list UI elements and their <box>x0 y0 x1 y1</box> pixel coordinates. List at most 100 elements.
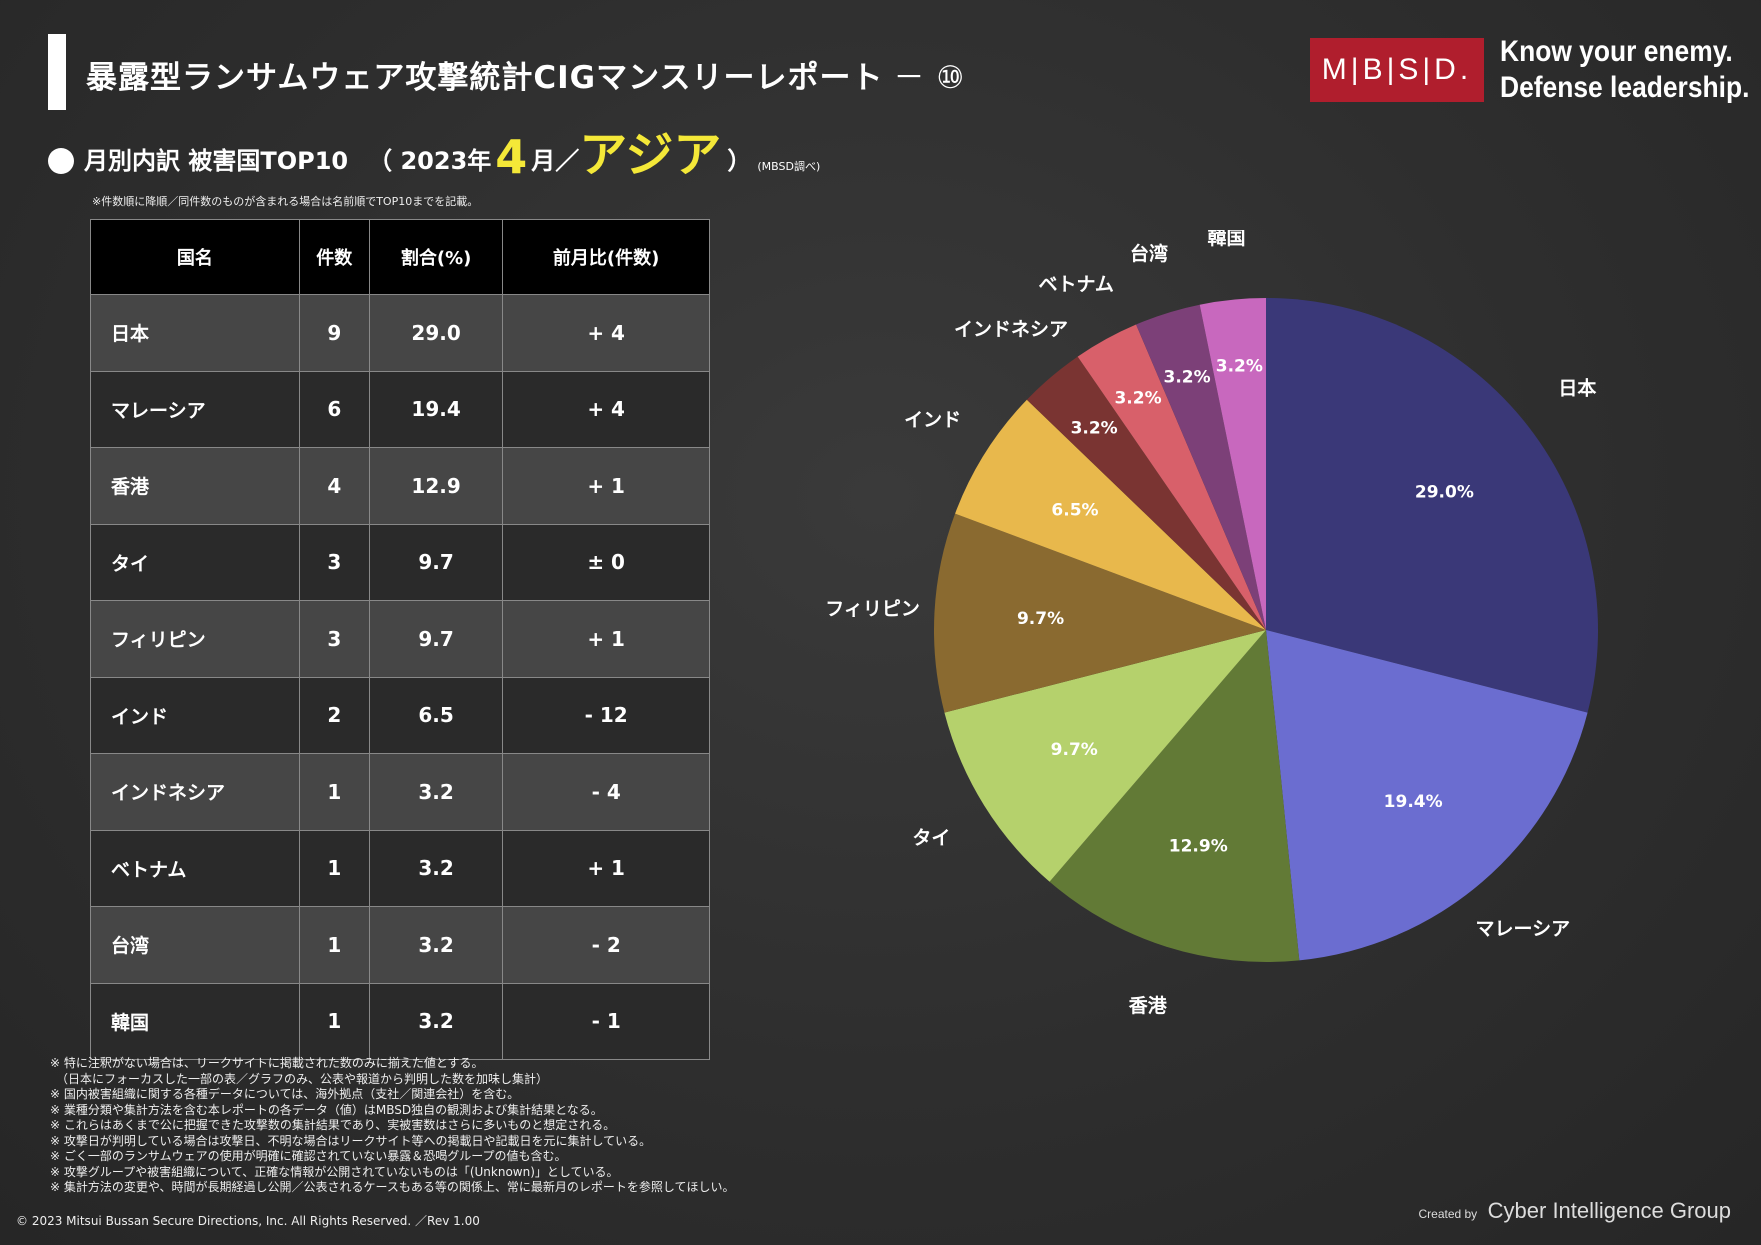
group-name: Cyber Intelligence Group <box>1487 1198 1731 1223</box>
data-label: 3.2% <box>1114 388 1161 408</box>
data-label: 19.4% <box>1384 792 1443 812</box>
footnote-line: ※ 攻撃日が判明している場合は攻撃日、不明な場合はリークサイト等への掲載日や記載… <box>50 1133 652 1148</box>
cell-ratio: 9.7 <box>368 600 504 678</box>
category-label: 台湾 <box>1130 242 1168 265</box>
cell-country: タイ <box>90 523 300 601</box>
footnote-line: ※ ごく一部のランサムウェアの使用が明確に確認されていない暴露＆恐喝グループの値… <box>50 1149 567 1163</box>
footnote-line: ※ 集計方法の変更や、時間が長期経過し公開／公表されるケースもある等の関係上、常… <box>50 1180 735 1194</box>
pie-slice <box>955 399 1266 630</box>
pie-slice <box>944 630 1266 882</box>
category-label: マレーシア <box>1476 918 1571 940</box>
pie-slice <box>1026 356 1266 630</box>
cell-mom: + 1 <box>502 600 710 678</box>
copyright: © 2023 Mitsui Bussan Secure Directions, … <box>16 1214 480 1228</box>
mbsd-logo: M|B|S|D. <box>1310 38 1484 102</box>
title-accent-bar <box>48 34 66 110</box>
subtitle-region: アジア <box>579 127 722 183</box>
cell-count: 3 <box>298 600 370 678</box>
cell-mom: - 1 <box>502 982 710 1060</box>
cell-ratio: 9.7 <box>368 523 504 601</box>
page-title: 暴露型ランサムウェア攻撃統計CIGマンスリーレポート－ ⑩ <box>86 52 965 97</box>
data-label: 6.5% <box>1051 501 1098 521</box>
table-header-row: 国名 件数 割合(%) 前月比(件数) <box>90 219 710 295</box>
footnote-line: ※ 国内被害組織に関する各種データについては、海外拠点（支社／関連会社）を含む。 <box>50 1087 520 1101</box>
created-by-label: Created by <box>1418 1207 1478 1221</box>
data-label: 3.2% <box>1216 357 1263 377</box>
data-label: 9.7% <box>1051 740 1098 760</box>
cell-country: フィリピン <box>90 600 300 678</box>
pie-slice <box>934 513 1266 713</box>
subtitle-close: ） <box>727 147 752 175</box>
footnote-line: ※ 特に注釈がない場合は、リークサイトに掲載された数のみに揃えた値とする。 <box>50 1056 484 1070</box>
cell-country: 韓国 <box>90 982 300 1060</box>
table-row: 韓国 1 3.2 - 1 <box>90 982 710 1060</box>
footnotes: ※ 特に注釈がない場合は、リークサイトに掲載された数のみに揃えた値とする。 （日… <box>50 1056 735 1196</box>
subtitle-month-unit: 月 <box>531 147 556 175</box>
subtitle-month: 4 <box>495 130 528 184</box>
cell-mom: + 1 <box>502 447 710 525</box>
pie-slice <box>1199 298 1266 630</box>
cell-count: 1 <box>298 753 370 831</box>
footnote-line: ※ 攻撃グループや被害組織について、正確な情報が公開されていないものは「(Unk… <box>50 1164 619 1179</box>
bullet-icon <box>48 148 74 174</box>
cell-count: 6 <box>298 370 370 448</box>
data-label: 29.0% <box>1415 483 1474 503</box>
cell-ratio: 3.2 <box>368 829 504 907</box>
table-row: タイ 3 9.7 ± 0 <box>90 523 710 601</box>
created-by: Created by Cyber Intelligence Group <box>1418 1198 1731 1224</box>
header-country: 国名 <box>90 219 300 295</box>
cell-count: 3 <box>298 523 370 601</box>
category-label: フィリピン <box>825 598 920 620</box>
cell-country: ベトナム <box>90 829 300 907</box>
table-row: 台湾 1 3.2 - 2 <box>90 906 710 984</box>
cell-ratio: 3.2 <box>368 982 504 1060</box>
pie-slice <box>1049 630 1300 962</box>
footnote-line: ※ これらはあくまで公に把握できた攻撃数の集計結果であり、実被害数はさらに多いも… <box>50 1118 616 1132</box>
cell-mom: - 12 <box>502 676 710 754</box>
category-label: 香港 <box>1128 995 1168 1017</box>
cell-ratio: 3.2 <box>368 906 504 984</box>
pie-slice <box>1266 630 1588 961</box>
cell-count: 1 <box>298 829 370 907</box>
logo-tagline: Know your enemy. Defense leadership. <box>1500 34 1749 106</box>
cell-mom: + 1 <box>502 829 710 907</box>
tagline-line-2: Defense leadership. <box>1500 71 1750 104</box>
page-title-suffix: － ⑩ <box>893 60 966 96</box>
table-row: インドネシア 1 3.2 - 4 <box>90 753 710 831</box>
footnote-line: （日本にフォーカスした一部の表／グラフのみ、公表や報道から判明した数を加味し集計… <box>50 1071 549 1086</box>
data-label: 12.9% <box>1169 836 1228 856</box>
subtitle-note: (MBSD調べ) <box>757 160 821 173</box>
subtitle-separator: ／ <box>555 147 580 175</box>
cell-count: 1 <box>298 906 370 984</box>
page-title-text: 暴露型ランサムウェア攻撃統計CIGマンスリーレポート <box>86 60 884 96</box>
category-label: タイ <box>912 827 950 849</box>
table-row: 日本 9 29.0 + 4 <box>90 294 710 372</box>
cell-ratio: 19.4 <box>368 370 504 448</box>
table-row: マレーシア 6 19.4 + 4 <box>90 370 710 448</box>
pie-slice <box>1266 298 1598 713</box>
cell-count: 4 <box>298 447 370 525</box>
pie-chart: 29.0% 日本 19.4% マレーシア 12.9% 香港 9.7% タイ 9.7% フィリピン 6… <box>825 230 1598 1017</box>
cell-ratio: 29.0 <box>368 294 504 372</box>
header-mom: 前月比(件数) <box>502 219 710 295</box>
cell-ratio: 6.5 <box>368 676 504 754</box>
cell-country: インドネシア <box>90 753 300 831</box>
table-row: ベトナム 1 3.2 + 1 <box>90 829 710 907</box>
table-row: フィリピン 3 9.7 + 1 <box>90 600 710 678</box>
data-label: 3.2% <box>1071 418 1118 438</box>
cell-count: 2 <box>298 676 370 754</box>
header-ratio: 割合(%) <box>368 219 504 295</box>
ranking-table: 国名 件数 割合(%) 前月比(件数) 日本 9 29.0 + 4 マレーシア … <box>90 219 710 1060</box>
category-label: 韓国 <box>1207 230 1245 249</box>
cell-mom: ± 0 <box>502 523 710 601</box>
footnote-line: ※ 業種分類や集計方法を含む本レポートの各データ（値）はMBSD独自の観測および… <box>50 1102 603 1117</box>
cell-ratio: 12.9 <box>368 447 504 525</box>
pie-slice <box>1136 304 1266 630</box>
cell-ratio: 3.2 <box>368 753 504 831</box>
cell-count: 9 <box>298 294 370 372</box>
category-label: 日本 <box>1558 377 1596 400</box>
cell-country: 香港 <box>90 447 300 525</box>
table-row: インド 2 6.5 - 12 <box>90 676 710 754</box>
subtitle-year: （ 2023年 <box>368 147 492 175</box>
category-label: インドネシア <box>954 319 1068 341</box>
